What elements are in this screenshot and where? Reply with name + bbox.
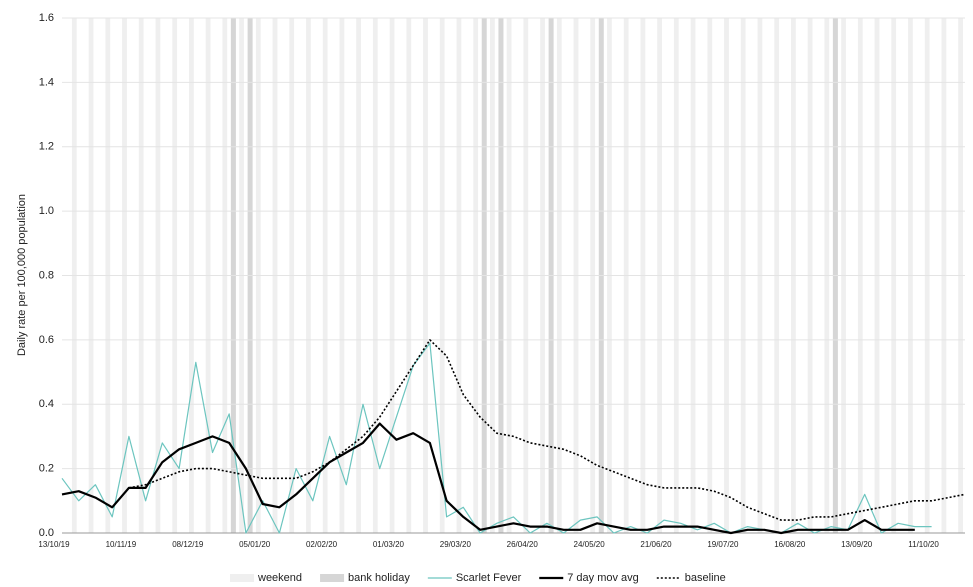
y-tick-label: 0.2 (39, 463, 54, 475)
x-tick-label: 13/09/20 (841, 540, 873, 549)
y-tick-label: 0.8 (39, 269, 54, 281)
series-line (61, 422, 915, 535)
x-tick-label: 26/04/20 (507, 540, 539, 549)
y-tick-label: 1.2 (39, 141, 54, 153)
x-tick-label: 24/05/20 (574, 540, 606, 549)
legend-label: Scarlet Fever (456, 572, 522, 584)
series-line (61, 342, 932, 534)
x-tick-label: 16/08/20 (774, 540, 806, 549)
x-tick-label: 08/12/19 (172, 540, 204, 549)
y-tick-label: 1.4 (39, 76, 54, 88)
x-tick-label: 29/03/20 (440, 540, 472, 549)
legend-label: bank holiday (348, 572, 410, 584)
y-tick-label: 0.0 (39, 527, 54, 539)
y-tick-label: 0.6 (39, 334, 54, 346)
legend-label: weekend (257, 572, 302, 584)
y-tick-label: 0.4 (39, 398, 54, 410)
series-line (128, 339, 966, 521)
x-tick-label: 19/07/20 (707, 540, 739, 549)
y-tick-label: 1.0 (39, 205, 54, 217)
legend-swatch (320, 574, 345, 582)
y-axis-label: Daily rate per 100,000 population (16, 194, 28, 356)
x-tick-label: 05/01/20 (239, 540, 271, 549)
legend-label: baseline (685, 572, 726, 584)
x-tick-label: 02/02/20 (306, 540, 338, 549)
y-tick-label: 1.6 (39, 12, 54, 24)
x-tick-label: 11/10/20 (908, 540, 939, 549)
legend-swatch (230, 574, 254, 582)
x-tick-label: 13/10/19 (38, 540, 70, 549)
x-tick-label: 10/11/19 (106, 540, 137, 549)
x-tick-label: 21/06/20 (640, 540, 672, 549)
legend-label: 7 day mov avg (567, 572, 639, 584)
x-tick-label: 01/03/20 (373, 540, 405, 549)
